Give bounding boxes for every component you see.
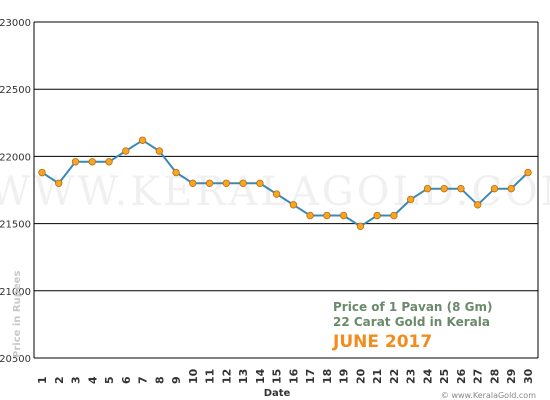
x-tick-label-20: 21 (371, 369, 384, 384)
x-tick-label-1: 2 (53, 376, 66, 384)
x-tick-label-25: 26 (455, 368, 468, 384)
data-point-11 (205, 179, 214, 187)
y-tick-label-3: 22000 (0, 152, 31, 163)
x-tick-label-23: 24 (421, 368, 434, 384)
data-point-9 (172, 168, 180, 177)
x-tick-label-26: 27 (472, 369, 485, 384)
data-point-27 (474, 201, 482, 209)
data-point-8 (155, 147, 164, 155)
data-point-21 (373, 211, 381, 220)
x-tick-label-8: 9 (170, 376, 183, 384)
x-tick-label-6: 7 (137, 376, 150, 384)
y-tick-label-0: 20500 (0, 354, 31, 365)
x-tick-label-12: 13 (237, 369, 250, 384)
data-point-6 (122, 147, 130, 155)
x-tick-label-19: 20 (354, 368, 367, 384)
x-tick-label-18: 19 (338, 369, 351, 384)
x-tick-label-21: 22 (388, 369, 401, 384)
y-tick-label-1: 21000 (0, 287, 31, 298)
x-tick-label-10: 11 (204, 369, 217, 384)
y-axis-label: Price in Rupees (12, 271, 23, 358)
data-point-12 (222, 179, 231, 187)
data-point-4 (88, 158, 96, 166)
x-tick-label-22: 23 (405, 369, 418, 384)
data-point-3 (71, 158, 80, 166)
x-tick-label-4: 5 (103, 376, 116, 384)
x-tick-label-11: 12 (220, 369, 233, 384)
data-point-14 (256, 179, 264, 187)
data-point-30 (524, 168, 532, 177)
x-tick-label-13: 14 (254, 368, 267, 384)
info-line-2: 22 Carat Gold in Kerala (333, 315, 490, 329)
data-point-17 (306, 211, 314, 220)
y-tick-label-2: 21500 (0, 220, 31, 231)
x-axis-ticks: 1 2 3 4 5 6 7 8 9 10 11 12 13 14 15 16 17 18 19 20 21 22 23 24 2… (36, 368, 535, 384)
data-point-2 (55, 179, 63, 187)
data-point-19 (339, 211, 348, 220)
data-point-22 (390, 211, 398, 220)
x-axis-label: Date (264, 388, 291, 399)
data-point-26 (457, 184, 465, 193)
x-tick-label-29: 30 (522, 368, 535, 384)
x-tick-label-9: 10 (187, 368, 200, 384)
data-point-28 (490, 184, 499, 193)
x-tick-label-17: 18 (321, 369, 334, 384)
x-tick-label-14: 15 (271, 369, 284, 384)
data-point-1 (38, 168, 46, 177)
x-tick-label-24: 25 (438, 369, 451, 384)
x-tick-label-28: 29 (505, 369, 518, 384)
info-line-1: Price of 1 Pavan (8 Gm) (333, 300, 493, 314)
data-point-29 (507, 184, 515, 193)
data-point-5 (105, 158, 113, 166)
data-point-18 (323, 211, 331, 220)
data-point-24 (423, 184, 432, 193)
credit-text: © www.KeralaGold.com (441, 391, 536, 400)
data-point-15 (272, 190, 281, 198)
x-tick-label-16: 17 (304, 369, 317, 384)
x-tick-label-0: 1 (36, 376, 49, 384)
x-tick-label-2: 3 (70, 376, 83, 384)
data-point-25 (440, 184, 448, 193)
x-tick-label-7: 8 (153, 376, 166, 384)
data-point-13 (239, 179, 247, 187)
x-tick-label-15: 16 (287, 368, 300, 384)
y-tick-label-5: 23000 (0, 18, 31, 29)
x-tick-label-27: 28 (488, 369, 501, 384)
data-point-20 (356, 222, 365, 230)
data-point-23 (406, 195, 415, 204)
y-tick-label-4: 22500 (0, 85, 31, 96)
data-point-10 (189, 179, 197, 187)
price-markers (38, 136, 532, 230)
data-point-16 (289, 201, 298, 209)
y-axis-ticks: 20500 21000 21500 22000 22500 23000 (0, 18, 31, 365)
info-line-3: JUNE 2017 (332, 332, 432, 352)
x-tick-label-5: 6 (120, 376, 133, 384)
x-tick-label-3: 4 (86, 376, 99, 384)
data-point-7 (138, 136, 147, 144)
